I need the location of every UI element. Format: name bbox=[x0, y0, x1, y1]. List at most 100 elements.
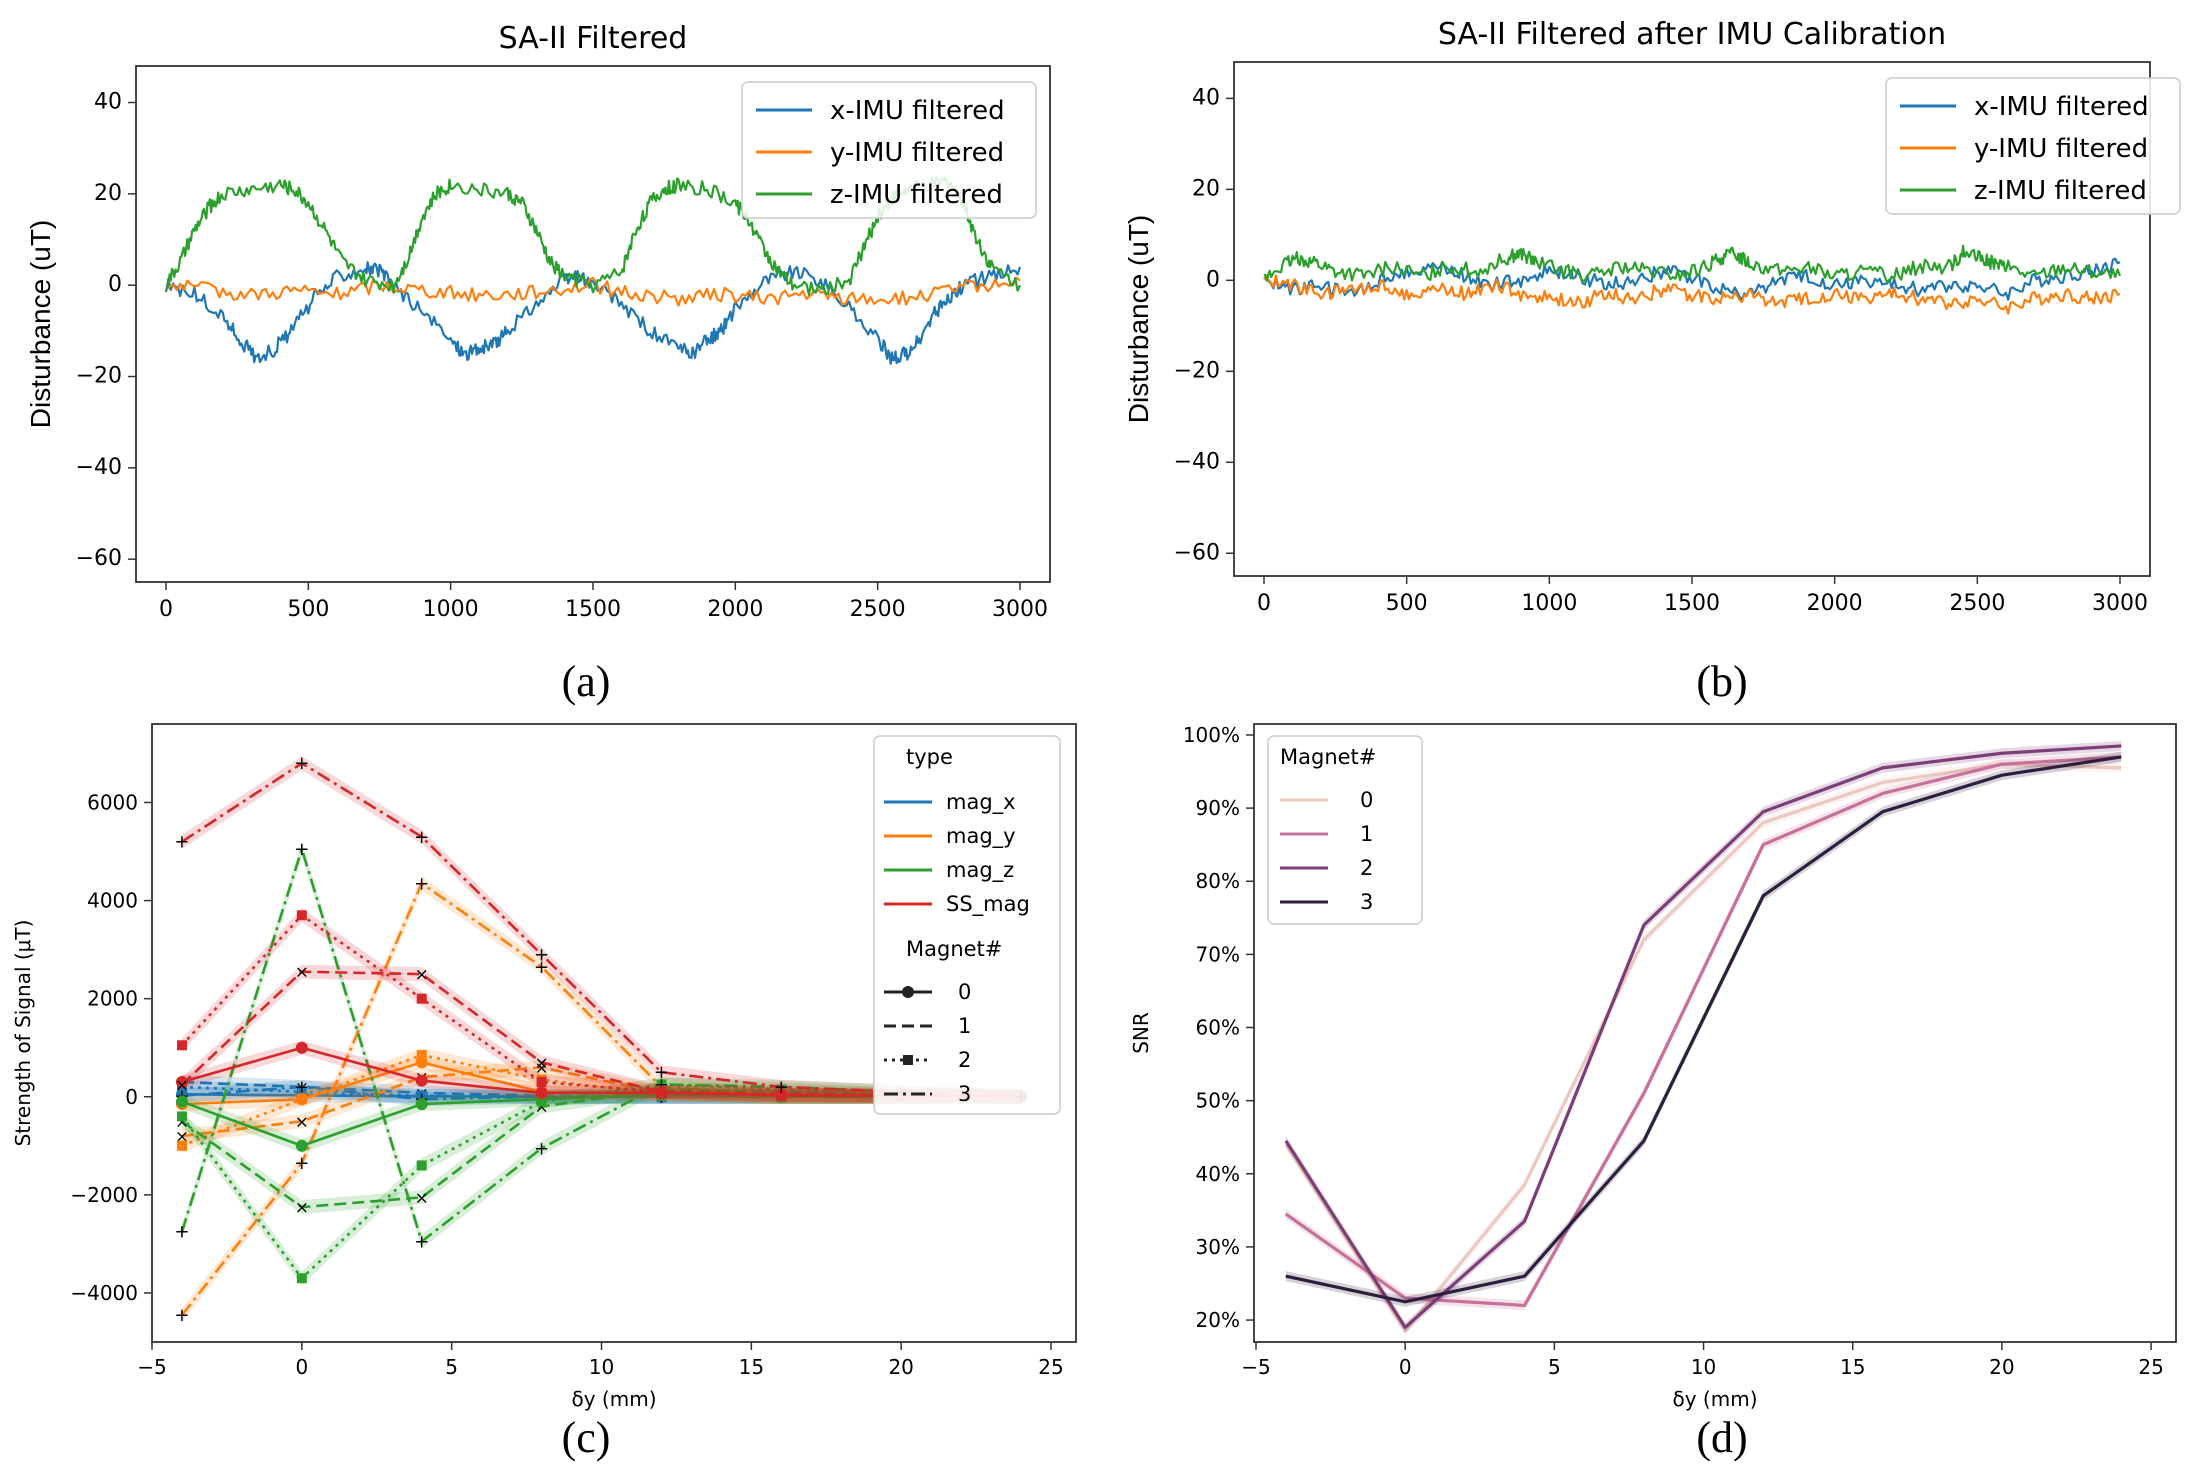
y-tick-label: 50% bbox=[1196, 1089, 1240, 1113]
x-tick-label: 1500 bbox=[1664, 591, 1720, 616]
legend-label: 2 bbox=[1360, 856, 1373, 880]
data-point bbox=[415, 1074, 428, 1087]
data-point: × bbox=[175, 1076, 189, 1096]
y-tick-label: 40 bbox=[94, 90, 122, 115]
x-tick-label: −5 bbox=[137, 1355, 166, 1379]
data-point bbox=[536, 1096, 547, 1107]
legend-label: mag_z bbox=[946, 858, 1014, 883]
chart-title: SA-II Filtered bbox=[499, 21, 688, 56]
data-point bbox=[296, 1094, 307, 1105]
y-tick-label: 0 bbox=[108, 272, 122, 297]
legend-label: 3 bbox=[958, 1082, 971, 1106]
data-point bbox=[416, 1090, 427, 1101]
plot-frame bbox=[1253, 723, 2177, 1343]
y-tick-label: 100% bbox=[1183, 723, 1240, 747]
y-tick-label: −2000 bbox=[70, 1183, 138, 1207]
data-point: × bbox=[295, 963, 309, 983]
x-tick-label: 0 bbox=[1257, 591, 1271, 616]
legend-label: SS_mag bbox=[946, 892, 1030, 917]
x-tick-label: 25 bbox=[1038, 1355, 1063, 1379]
plot-frame bbox=[151, 723, 1077, 1343]
legend-label: x-IMU filtered bbox=[1974, 92, 2149, 122]
data-point: + bbox=[414, 1231, 429, 1252]
data-point bbox=[296, 1086, 307, 1097]
legend-label: y-IMU filtered bbox=[830, 138, 1004, 168]
legend-label: x-IMU filtered bbox=[830, 96, 1005, 126]
series-line-magnet-0 bbox=[1284, 762, 2122, 1333]
plot-frame bbox=[1233, 61, 2151, 577]
x-tick-label: 2000 bbox=[1807, 591, 1863, 616]
x-tick-label: 0 bbox=[1399, 1355, 1412, 1379]
series-line-magnet-1 bbox=[1284, 755, 2122, 1308]
data-point bbox=[296, 1273, 307, 1284]
legend-label: mag_x bbox=[946, 790, 1016, 815]
y-axis-label: SNR bbox=[1129, 1012, 1153, 1054]
x-tick-label: 15 bbox=[739, 1355, 764, 1379]
legend-label: mag_y bbox=[946, 824, 1016, 849]
x-tick-label: 2000 bbox=[707, 597, 763, 622]
series-line-magnet-2 bbox=[1284, 744, 2122, 1329]
series-line-y-IMU bbox=[165, 276, 1021, 307]
data-point bbox=[416, 1050, 427, 1061]
x-tick-label: 1000 bbox=[1521, 591, 1577, 616]
y-tick-label: 0 bbox=[125, 1085, 138, 1109]
caption-b: (b) bbox=[1696, 657, 1748, 706]
x-tick-label: 10 bbox=[589, 1355, 614, 1379]
x-tick-label: 5 bbox=[445, 1355, 458, 1379]
y-tick-label: 40% bbox=[1196, 1162, 1240, 1186]
data-point: + bbox=[294, 839, 309, 860]
data-point bbox=[295, 1139, 308, 1152]
ci-band bbox=[181, 876, 1022, 1323]
y-tick-label: 20% bbox=[1196, 1308, 1240, 1332]
series-line-mag_x-3 bbox=[181, 1085, 1022, 1101]
data-point bbox=[175, 1095, 188, 1108]
x-tick-label: 2500 bbox=[1949, 591, 2005, 616]
y-tick-label: 20 bbox=[94, 181, 122, 206]
data-point bbox=[656, 1079, 667, 1090]
y-tick-label: 60% bbox=[1196, 1016, 1240, 1040]
y-tick-label: 0 bbox=[1206, 267, 1220, 292]
data-point: × bbox=[415, 965, 429, 985]
y-tick-label: 30% bbox=[1196, 1235, 1240, 1259]
y-tick-label: 2000 bbox=[87, 987, 138, 1011]
data-point bbox=[176, 1111, 187, 1122]
y-tick-label: 90% bbox=[1196, 796, 1240, 820]
x-tick-label: 3000 bbox=[2092, 591, 2148, 616]
data-point: × bbox=[295, 1112, 309, 1132]
data-point: + bbox=[174, 1305, 189, 1326]
x-tick-label: 3000 bbox=[992, 597, 1048, 622]
y-tick-label: 4000 bbox=[87, 889, 138, 913]
data-point bbox=[535, 1086, 548, 1099]
x-axis-label: δy (mm) bbox=[1673, 1387, 1758, 1411]
legend-label: 1 bbox=[1360, 822, 1373, 846]
y-tick-label: −40 bbox=[76, 455, 122, 480]
legend-label: 2 bbox=[958, 1048, 971, 1072]
legend-box bbox=[741, 81, 1037, 219]
chart-b: SA-II Filtered after IMU Calibration 0 500… bbox=[1123, 17, 2181, 616]
legend-label: z-IMU filtered bbox=[1974, 176, 2147, 206]
data-point bbox=[415, 1098, 428, 1111]
legend-label: 0 bbox=[1360, 788, 1373, 812]
legend-title: Magnet# bbox=[1280, 745, 1376, 769]
chart-d: −5 0 5 10 15 20 25100%90%80%70%60%50%40%30%20%… bbox=[1129, 723, 2177, 1411]
data-point: + bbox=[414, 873, 429, 894]
caption-d: (d) bbox=[1696, 1413, 1748, 1462]
x-tick-label: 1500 bbox=[565, 597, 621, 622]
y-tick-label: −4000 bbox=[70, 1281, 138, 1305]
x-tick-label: 10 bbox=[1691, 1355, 1716, 1379]
data-point: + bbox=[534, 945, 549, 966]
data-point: + bbox=[174, 1222, 189, 1243]
ci-band bbox=[181, 1048, 1022, 1153]
chart-title: SA-II Filtered after IMU Calibration bbox=[1438, 17, 1946, 52]
ci-band bbox=[181, 756, 1022, 1104]
x-tick-label: 25 bbox=[2138, 1355, 2163, 1379]
caption-a: (a) bbox=[561, 657, 611, 706]
legend-marker bbox=[902, 986, 914, 998]
ci-band bbox=[181, 1087, 1022, 1153]
chart-a: SA-II Filtered 0 500 1000 1500 2000 2500 3000 40… bbox=[25, 21, 1051, 622]
x-tick-label: 500 bbox=[1386, 591, 1428, 616]
y-tick-label: 40 bbox=[1192, 85, 1220, 110]
legend-marker bbox=[903, 1055, 913, 1065]
ci-band bbox=[1285, 759, 2122, 1337]
